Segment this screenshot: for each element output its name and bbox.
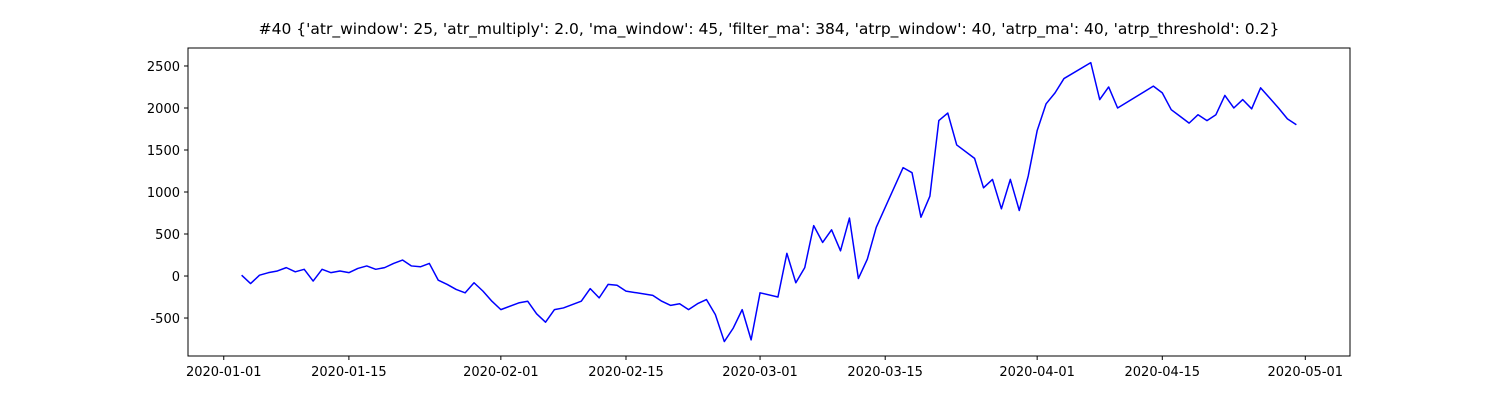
x-tick-label: 2020-04-15 xyxy=(1125,365,1201,380)
y-tick-label: 2500 xyxy=(147,60,180,75)
axes-frame xyxy=(187,47,1351,357)
y-tick-label: -500 xyxy=(150,312,180,327)
y-tick-label: 1000 xyxy=(147,186,180,201)
line xyxy=(241,61,1297,343)
x-tick-label: 2020-02-01 xyxy=(463,365,539,380)
y-tick-label: 2000 xyxy=(147,102,180,117)
x-tick-label: 2020-03-15 xyxy=(847,365,923,380)
x-tick-label: 2020-04-01 xyxy=(999,365,1075,380)
x-tick-label: 2020-05-01 xyxy=(1268,365,1344,380)
y-tick-label: 1500 xyxy=(147,144,180,159)
chart-title: #40 {'atr_window': 25, 'atr_multiply': 2… xyxy=(259,20,1280,39)
x-tick-label: 2020-01-15 xyxy=(311,365,387,380)
x-tick-label: 2020-03-01 xyxy=(722,365,798,380)
x-tick-label: 2020-01-01 xyxy=(186,365,262,380)
y-tick-label: 500 xyxy=(155,228,180,243)
x-tick-label: 2020-02-15 xyxy=(588,365,664,380)
y-tick-label: 0 xyxy=(172,270,180,285)
